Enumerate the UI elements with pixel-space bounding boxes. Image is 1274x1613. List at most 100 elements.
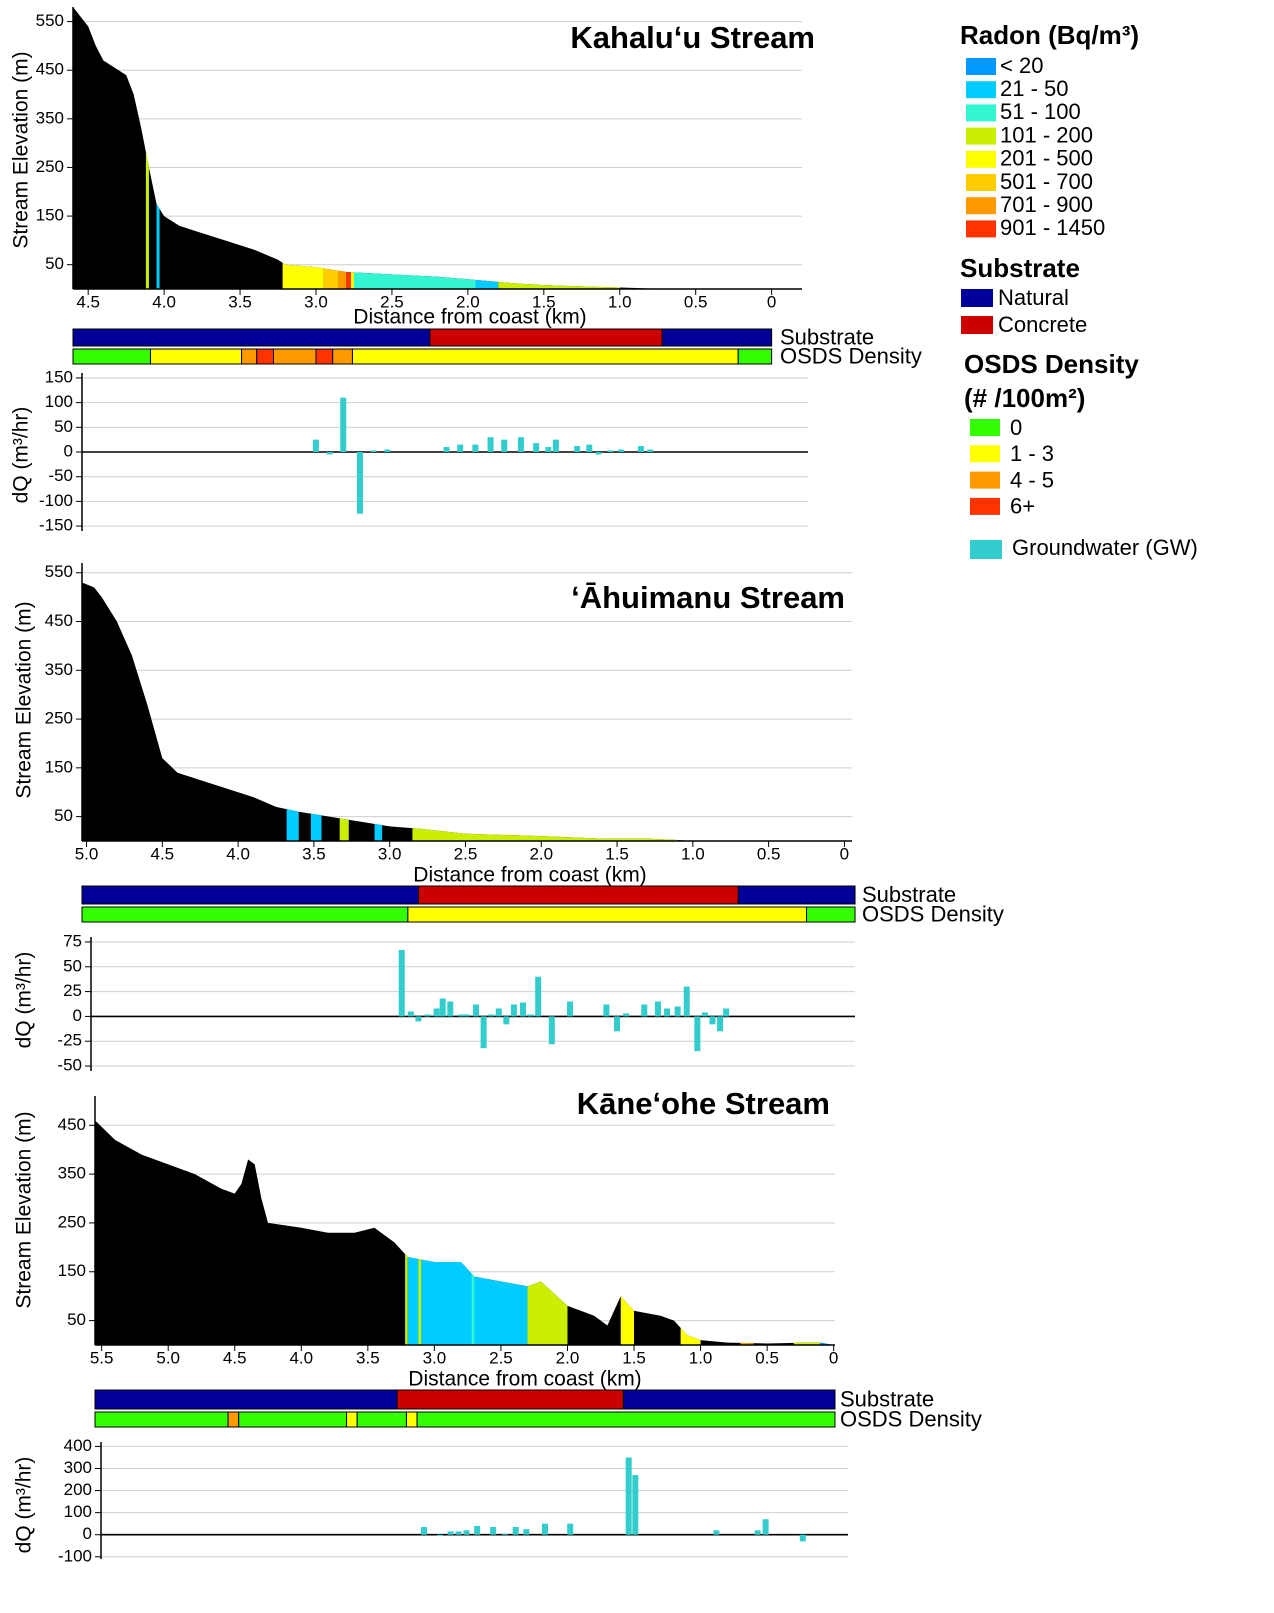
- dq-bar: [326, 452, 333, 455]
- dq-bar: [762, 1519, 769, 1535]
- dq-bar: [420, 1526, 427, 1535]
- x-tick-label: 3.0: [304, 292, 328, 311]
- y-tick-label: 0: [64, 441, 73, 460]
- radon-segment: [346, 271, 351, 289]
- radon-segment: [471, 1273, 475, 1345]
- radon-segment: [498, 281, 620, 289]
- x-axis-label: Distance from coast (km): [408, 1368, 641, 1391]
- radon-segment: [680, 1327, 701, 1345]
- y-tick-label: 50: [54, 417, 73, 436]
- osds-segment: [332, 348, 353, 365]
- y-tick-label: 150: [36, 206, 64, 225]
- dq-bar: [463, 1530, 470, 1535]
- elevation-profile: [73, 7, 772, 289]
- y-tick-label: 50: [54, 806, 73, 825]
- x-tick-label: 3.5: [356, 1348, 380, 1367]
- dq-bar: [603, 1004, 610, 1017]
- y-tick-label: 150: [45, 757, 73, 776]
- dq-bar: [384, 449, 391, 452]
- legend-swatch: [966, 150, 996, 168]
- dq-bar: [433, 1008, 440, 1017]
- dq-bar: [312, 439, 319, 452]
- x-tick-label: 1.0: [689, 1348, 713, 1367]
- osds-strip-label: OSDS Density: [780, 343, 922, 368]
- y-axis-label: dQ (m³/hr): [13, 1457, 36, 1554]
- legend-swatch: [966, 197, 996, 215]
- dq-bar: [552, 439, 559, 452]
- dq-bar: [632, 1475, 639, 1535]
- dq-bar: [340, 397, 347, 452]
- elevation-profile: [95, 1120, 834, 1345]
- x-tick-label: 0: [840, 844, 849, 863]
- legend-swatch: [970, 419, 1000, 436]
- dq-bar: [567, 1523, 574, 1535]
- dq-bar: [463, 1014, 470, 1017]
- x-tick-label: 2.5: [454, 844, 478, 863]
- dq-bar: [535, 976, 542, 1017]
- dq-bar: [370, 450, 377, 452]
- osds-segment: [81, 906, 409, 923]
- dq-bar: [637, 446, 644, 452]
- dq-bar: [356, 452, 363, 514]
- dq-bar: [503, 1016, 510, 1025]
- elevation-profile: [82, 582, 845, 841]
- dq-bar: [548, 1016, 555, 1045]
- chart-title: ʻĀhuimanu Stream: [571, 580, 845, 615]
- x-axis-label: Distance from coast (km): [413, 864, 646, 887]
- legend-swatch: [966, 174, 996, 191]
- substrate-segment: [81, 885, 419, 905]
- osds-segment: [149, 348, 243, 365]
- legend-label: < 20: [1000, 53, 1043, 78]
- x-tick-label: 2.5: [489, 1348, 513, 1367]
- x-tick-label: 4.0: [152, 292, 176, 311]
- dq-bar: [495, 1008, 502, 1017]
- dq-bar: [407, 1011, 414, 1017]
- dq-bar: [480, 1016, 487, 1049]
- x-tick-label: 3.5: [302, 844, 326, 863]
- radon-segment: [418, 1259, 422, 1345]
- dq-bar: [586, 444, 593, 452]
- radon-segment: [350, 272, 354, 289]
- osds-segment: [238, 1411, 348, 1428]
- x-tick-label: 1.0: [608, 292, 632, 311]
- substrate-strip-label: Substrate: [840, 1386, 934, 1411]
- y-tick-label: 250: [45, 709, 73, 728]
- y-tick-label: 250: [36, 157, 64, 176]
- dq-bar: [487, 437, 494, 452]
- legend-label: 201 - 500: [1000, 146, 1093, 171]
- y-tick-label: -25: [57, 1031, 82, 1050]
- x-tick-label: 5.5: [90, 1348, 114, 1367]
- dq-bar: [654, 1001, 661, 1017]
- radon-segment: [620, 1296, 635, 1345]
- x-tick-label: 0: [767, 292, 776, 311]
- dq-bar: [607, 450, 614, 452]
- legend-label: 0: [1010, 415, 1022, 440]
- radon-segment: [475, 279, 499, 289]
- dq-bar: [488, 1014, 495, 1017]
- dq-bar: [473, 1004, 480, 1017]
- x-tick-label: 3.0: [378, 844, 402, 863]
- y-tick-label: 50: [67, 1310, 86, 1329]
- substrate-segment: [417, 885, 739, 905]
- radon-segment: [527, 1281, 568, 1345]
- substrate-segment: [737, 885, 856, 905]
- dq-bar: [545, 447, 552, 452]
- x-tick-label: 4.0: [226, 844, 250, 863]
- legend-label: 901 - 1450: [1000, 215, 1105, 240]
- radon-segment: [407, 1257, 528, 1345]
- radon-segment: [338, 270, 347, 289]
- legend-label: 501 - 700: [1000, 169, 1093, 194]
- dq-bar: [541, 1523, 548, 1535]
- dq-bar: [641, 1004, 648, 1017]
- dq-bar: [512, 1526, 519, 1535]
- radon-segment: [412, 828, 678, 841]
- dq-bar: [455, 1531, 462, 1535]
- y-tick-label: 350: [58, 1164, 86, 1183]
- y-tick-label: 350: [36, 108, 64, 127]
- dq-bar: [717, 1016, 724, 1032]
- legend-swatch: [966, 58, 996, 75]
- osds-segment: [94, 1411, 229, 1428]
- y-tick-label: 75: [63, 931, 82, 950]
- dq-bar: [415, 1016, 422, 1022]
- radon-segment: [323, 268, 339, 289]
